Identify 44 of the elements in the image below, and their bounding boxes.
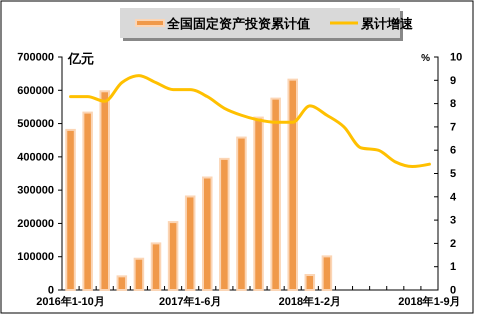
y2-axis-title: % bbox=[421, 53, 430, 64]
bar bbox=[134, 258, 144, 291]
x-tick-label: 2018年1-2月 bbox=[278, 295, 342, 308]
x-tick-label: 2017年1-6月 bbox=[158, 295, 222, 308]
bar bbox=[65, 128, 76, 291]
y2-tick-label: 1 bbox=[450, 261, 456, 274]
bar bbox=[322, 255, 332, 291]
y2-tick-label: 10 bbox=[450, 52, 462, 64]
y2-tick-label: 5 bbox=[450, 168, 456, 180]
x-tick-label: 2018年1-9月 bbox=[398, 295, 461, 308]
y2-tick-label: 0 bbox=[450, 284, 456, 297]
bar bbox=[150, 242, 162, 291]
y-tick-label: 0 bbox=[48, 284, 54, 297]
y-tick-label: 700000 bbox=[17, 52, 54, 64]
bar bbox=[253, 116, 264, 291]
bar bbox=[202, 176, 213, 291]
bar bbox=[270, 98, 281, 291]
y-tick-label: 400000 bbox=[17, 151, 54, 164]
bar bbox=[236, 136, 247, 291]
legend-label: 全国固定资产投资累计值 bbox=[166, 16, 310, 31]
line-series bbox=[69, 74, 431, 168]
y-axis-title: 亿元 bbox=[67, 51, 94, 66]
y-tick-label: 200000 bbox=[17, 218, 54, 230]
bar bbox=[304, 274, 316, 291]
y2-tick-label: 6 bbox=[450, 144, 456, 157]
bar bbox=[287, 78, 298, 291]
y-tick-label: 100000 bbox=[17, 251, 54, 264]
y2-tick-label: 7 bbox=[450, 121, 456, 134]
y-tick-label: 500000 bbox=[17, 118, 54, 130]
y-tick-label: 600000 bbox=[17, 84, 54, 97]
y-tick-label: 300000 bbox=[17, 184, 54, 197]
y2-tick-label: 9 bbox=[450, 74, 456, 87]
bar bbox=[184, 195, 196, 291]
bar bbox=[99, 90, 110, 291]
bar bbox=[116, 275, 128, 291]
x-tick-label: 2016年1-10月 bbox=[36, 295, 105, 308]
bar bbox=[168, 221, 178, 291]
y2-tick-label: 4 bbox=[450, 191, 457, 204]
bar bbox=[82, 112, 93, 291]
y2-tick-label: 8 bbox=[450, 98, 456, 110]
y2-tick-label: 2 bbox=[450, 238, 456, 250]
legend-label: 累计增速 bbox=[360, 16, 414, 31]
y2-tick-label: 3 bbox=[450, 214, 456, 227]
bar bbox=[219, 158, 230, 291]
